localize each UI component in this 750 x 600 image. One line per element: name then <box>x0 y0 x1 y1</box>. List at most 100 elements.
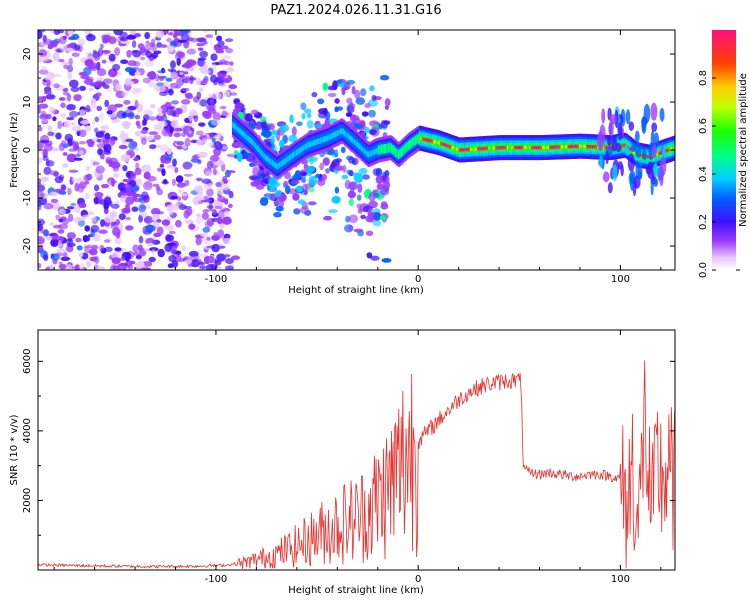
spectrogram-cell <box>413 138 416 145</box>
spectrogram-cell <box>62 91 70 96</box>
spectrogram-cell <box>181 99 191 105</box>
spectrogram-cell <box>53 83 60 89</box>
spectrogram-cell <box>218 245 226 249</box>
spectrogram-cell <box>381 171 387 182</box>
x-tick-label: 0 <box>415 274 421 285</box>
spectrogram-cell <box>175 254 182 263</box>
spectrogram-cell <box>384 105 389 110</box>
spectrogram-cell <box>127 264 134 270</box>
spectrogram-cell <box>118 144 128 150</box>
spectrogram-cell <box>460 148 463 152</box>
spectrogram-cell <box>179 72 184 76</box>
spectrogram-cell <box>99 244 105 252</box>
spectrogram-cell <box>141 267 151 270</box>
spectrogram-cell <box>335 158 342 163</box>
spectrogram-cell <box>369 151 372 157</box>
spectrogram-cell <box>156 219 162 223</box>
spectrogram-y-axis-label: Frequency (Hz) <box>9 112 20 188</box>
spectrogram-cell <box>38 248 41 252</box>
spectrogram-cell <box>186 48 197 55</box>
spectrogram-cell <box>246 134 249 141</box>
spectrogram-cell <box>125 196 135 206</box>
spectrogram-cell <box>85 165 90 172</box>
spectrogram-cell <box>83 30 93 35</box>
spectrogram-cell <box>160 154 167 164</box>
spectrogram-cell <box>147 242 154 247</box>
spectrogram-cell <box>71 52 80 57</box>
spectrogram-cell <box>211 137 216 143</box>
spectrogram-cell <box>328 209 338 214</box>
spectrogram-cell <box>175 175 184 183</box>
spectrogram-cell <box>263 152 266 159</box>
spectrogram-cell <box>560 145 563 149</box>
spectrogram-cell <box>368 151 371 158</box>
spectrogram-cell <box>110 223 119 229</box>
spectrogram-cell <box>276 163 279 170</box>
spectrogram-cell <box>147 135 153 141</box>
spectrogram-cell <box>122 121 131 127</box>
spectrogram-cell <box>496 146 499 150</box>
spectrogram-cell <box>136 104 144 108</box>
spectrogram-cell <box>249 137 252 143</box>
spectrogram-cell <box>520 145 524 150</box>
spectrogram-cell <box>128 186 139 193</box>
spectrogram-cell <box>319 162 324 171</box>
spectrogram-cell <box>268 157 272 164</box>
spectrogram-cell <box>90 98 97 106</box>
spectrogram-cell <box>104 239 110 243</box>
spectrogram-cell <box>639 153 642 158</box>
spectrogram-cell <box>60 256 71 261</box>
spectrogram-cell <box>475 147 478 151</box>
spectrogram-cell <box>321 137 324 143</box>
spectrogram-cell <box>121 91 129 97</box>
spectrogram-cell <box>38 103 49 109</box>
spectrogram-cell <box>183 173 193 177</box>
spectrogram-cell <box>211 243 220 253</box>
spectrogram-cell <box>99 43 104 50</box>
spectrogram-cell <box>184 137 191 147</box>
spectrogram-cell <box>50 198 59 204</box>
spectrogram-cell <box>242 130 245 137</box>
spectrogram-cell <box>114 236 122 245</box>
spectrogram-cell <box>360 145 364 152</box>
spectrogram-cell <box>175 219 182 228</box>
spectrogram-cell <box>315 139 318 145</box>
spectrogram-cell <box>659 151 662 155</box>
spectrogram-cell <box>223 254 231 258</box>
spectrogram-cell <box>409 141 412 148</box>
spectrogram-cell <box>533 145 536 150</box>
spectrogram-cell <box>51 202 60 211</box>
spectrogram-cell <box>267 156 270 163</box>
spectrogram-cell <box>176 109 181 115</box>
spectrogram-cell <box>134 99 139 109</box>
spectrogram-cell <box>76 245 83 251</box>
spectrogram-cell <box>150 104 156 109</box>
spectrogram-cell <box>131 206 139 212</box>
spectrogram-cell <box>157 112 164 117</box>
spectrogram-cell <box>351 86 356 95</box>
spectrogram-cell <box>357 208 363 214</box>
spectrogram-cell <box>434 140 437 144</box>
spectrogram-cell <box>671 147 674 151</box>
spectrogram-cell <box>658 151 661 156</box>
spectrogram-cell <box>79 85 86 91</box>
spectrogram-cell <box>120 256 126 262</box>
spectrogram-cell <box>484 146 487 151</box>
spectrogram-cell <box>225 47 234 54</box>
spectrogram-cell <box>184 219 194 224</box>
spectrogram-cell <box>103 202 110 210</box>
spectrogram-cell <box>187 123 196 127</box>
spectrogram-cell <box>293 173 300 182</box>
spectrogram-cell <box>602 171 610 183</box>
spectrogram-cell <box>216 216 223 224</box>
spectrogram-cell <box>308 141 311 148</box>
spectrogram-cell <box>665 149 668 153</box>
spectrogram-cell <box>260 131 267 137</box>
spectrogram-cell <box>385 145 388 152</box>
spectrogram-cell <box>236 125 239 132</box>
spectrogram-cell <box>67 187 72 196</box>
spectrogram-cell <box>142 181 153 191</box>
y-tick-label: 4000 <box>22 418 33 443</box>
spectrogram-cell <box>97 148 103 156</box>
spectrogram-cell <box>594 145 597 149</box>
